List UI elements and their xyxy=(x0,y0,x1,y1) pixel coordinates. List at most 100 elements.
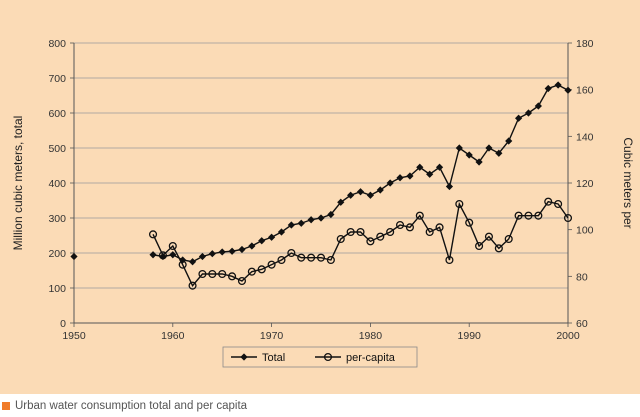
data-point xyxy=(445,182,454,191)
y2-tick-label: 80 xyxy=(576,271,588,283)
data-point xyxy=(524,109,533,117)
x-tick-label: 2000 xyxy=(556,330,580,342)
data-point xyxy=(178,260,187,269)
data-point xyxy=(237,276,247,286)
data-point xyxy=(208,269,217,279)
data-point xyxy=(326,255,335,265)
data-point xyxy=(426,170,434,178)
data-point xyxy=(554,81,562,89)
caption-text: Urban water consumption total and per ca… xyxy=(15,400,248,412)
data-point xyxy=(534,102,542,110)
data-point xyxy=(198,252,207,261)
series-layer xyxy=(70,81,573,290)
data-point xyxy=(257,265,266,274)
data-point xyxy=(505,137,513,145)
data-point xyxy=(544,84,552,93)
y-tick-label: 200 xyxy=(48,248,66,260)
caption: Urban water consumption total and per ca… xyxy=(0,398,247,414)
data-point xyxy=(277,228,286,236)
data-point xyxy=(198,269,207,279)
data-point xyxy=(356,227,365,237)
y-tick-label: 700 xyxy=(48,73,66,85)
y-tick-label: 600 xyxy=(48,108,66,120)
data-point xyxy=(258,237,266,245)
chart-panel xyxy=(0,0,640,394)
series-per-capita xyxy=(148,197,573,290)
data-point xyxy=(70,252,78,261)
data-point xyxy=(356,188,365,196)
y2-axis-title: Cubic meters per xyxy=(621,137,635,228)
data-point xyxy=(218,269,227,279)
data-point xyxy=(475,241,484,251)
data-point xyxy=(307,253,316,262)
data-point xyxy=(307,216,315,224)
data-point xyxy=(366,191,374,199)
y-axis-title: Million cubic meters, total xyxy=(11,116,25,251)
data-point xyxy=(455,199,464,209)
data-point xyxy=(316,253,326,262)
data-point xyxy=(149,251,157,259)
data-point xyxy=(435,163,444,171)
data-point xyxy=(148,230,158,239)
data-point xyxy=(504,234,513,244)
data-point xyxy=(228,272,237,281)
series-total xyxy=(70,81,572,266)
data-point xyxy=(514,211,523,220)
data-point xyxy=(277,255,286,265)
data-point xyxy=(465,151,473,159)
data-point xyxy=(455,144,463,152)
data-point xyxy=(218,248,226,256)
data-point xyxy=(386,179,394,187)
data-point xyxy=(484,232,494,241)
data-point xyxy=(346,227,355,237)
series-line xyxy=(152,200,569,287)
x-tick-label: 1990 xyxy=(458,330,482,342)
data-point xyxy=(376,186,384,194)
caption-square-icon xyxy=(2,402,10,410)
data-point xyxy=(169,251,177,259)
data-point xyxy=(208,250,216,258)
data-point xyxy=(317,214,325,222)
data-point xyxy=(445,255,454,265)
data-point xyxy=(534,211,543,220)
data-point xyxy=(406,172,414,180)
y2-tick-label: 60 xyxy=(576,318,588,330)
x-tick-label: 1950 xyxy=(62,330,86,342)
axes xyxy=(70,42,572,327)
y-tick-label: 800 xyxy=(48,38,66,50)
legend: Total per-capita xyxy=(222,346,418,368)
data-point xyxy=(386,227,395,237)
grid-lines xyxy=(74,42,568,289)
data-point xyxy=(168,241,177,251)
x-tick-label: 1960 xyxy=(161,330,185,342)
data-point xyxy=(485,144,493,152)
y-tick-label: 500 xyxy=(48,143,66,155)
data-point xyxy=(544,197,553,206)
tick-labels: 0 100 200 300 400 500 600 700 800 60 80 100 120 140 16… xyxy=(48,38,593,342)
y2-tick-label: 180 xyxy=(576,38,594,50)
legend-label: Total xyxy=(262,352,285,364)
data-point xyxy=(524,211,533,220)
data-point xyxy=(297,253,306,262)
data-point xyxy=(347,191,355,199)
x-tick-label: 1970 xyxy=(260,330,284,342)
data-point xyxy=(435,223,444,232)
data-point xyxy=(495,149,503,157)
data-point xyxy=(564,86,572,94)
y2-tick-label: 140 xyxy=(576,131,594,143)
data-point xyxy=(248,242,256,250)
x-tick-label: 1980 xyxy=(359,330,383,342)
y2-tick-label: 160 xyxy=(576,85,594,97)
data-point xyxy=(425,227,434,237)
data-point xyxy=(247,267,256,276)
data-point xyxy=(515,114,523,122)
legend-swatch-marker xyxy=(240,353,248,361)
data-point xyxy=(396,174,404,182)
data-point xyxy=(238,245,246,254)
data-point xyxy=(337,198,345,206)
data-point xyxy=(267,260,276,269)
data-point xyxy=(336,234,345,244)
data-point xyxy=(158,251,167,260)
data-point xyxy=(188,281,197,290)
legend-item: per-capita xyxy=(315,352,396,364)
